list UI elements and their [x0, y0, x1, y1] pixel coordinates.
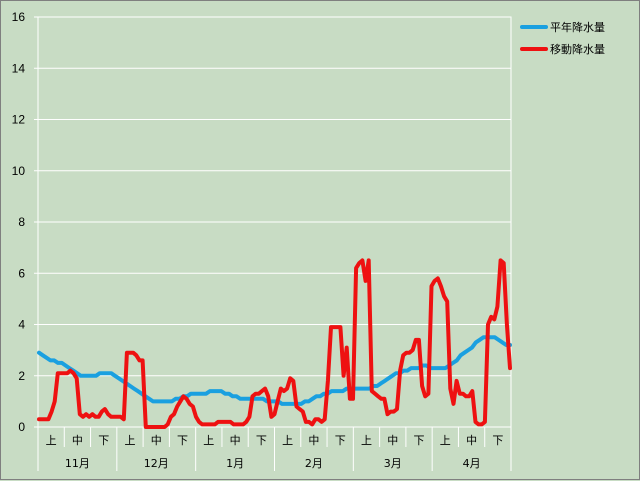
period-label: 下	[492, 434, 503, 447]
period-label: 上	[46, 434, 57, 447]
month-label: 4月	[463, 457, 481, 470]
month-label: 11月	[65, 457, 90, 470]
period-label: 下	[256, 434, 267, 447]
y-tick-label: 2	[18, 369, 25, 383]
month-label: 2月	[305, 457, 323, 470]
x-axis: 上中下11月上中下12月上中下1月上中下2月上中下3月上中下4月	[37, 426, 512, 471]
period-label: 上	[361, 434, 372, 447]
month-label: 3月	[384, 457, 402, 470]
period-label: 中	[151, 434, 162, 447]
period-label: 上	[440, 434, 451, 447]
period-label: 下	[414, 434, 425, 447]
period-label: 上	[203, 434, 214, 447]
y-tick-label: 14	[12, 61, 26, 75]
y-tick-label: 0	[18, 420, 25, 434]
period-label: 上	[282, 434, 293, 447]
y-tick-label: 16	[12, 10, 26, 24]
y-tick-label: 6	[18, 266, 25, 280]
y-axis: 0 2 4 6 8 10 12 14 16	[12, 10, 38, 434]
legend-label-0: 平年降水量	[550, 20, 605, 34]
period-label: 下	[335, 434, 346, 447]
series-line-1	[37, 258, 512, 429]
y-tick-label: 12	[12, 113, 26, 127]
series-lines	[37, 258, 512, 429]
month-label: 12月	[144, 457, 169, 470]
y-tick-label: 8	[18, 215, 25, 229]
period-label: 中	[230, 434, 241, 447]
period-label: 中	[308, 434, 319, 447]
legend-label-1: 移動降水量	[550, 42, 605, 56]
period-label: 中	[72, 434, 83, 447]
month-label: 1月	[226, 457, 244, 470]
y-tick-label: 10	[12, 164, 26, 178]
y-tick-label: 4	[18, 318, 25, 332]
period-label: 下	[98, 434, 109, 447]
period-label: 中	[387, 434, 398, 447]
period-label: 下	[177, 434, 188, 447]
period-label: 上	[124, 434, 135, 447]
series-line-0	[37, 335, 512, 406]
period-label: 中	[466, 434, 477, 447]
